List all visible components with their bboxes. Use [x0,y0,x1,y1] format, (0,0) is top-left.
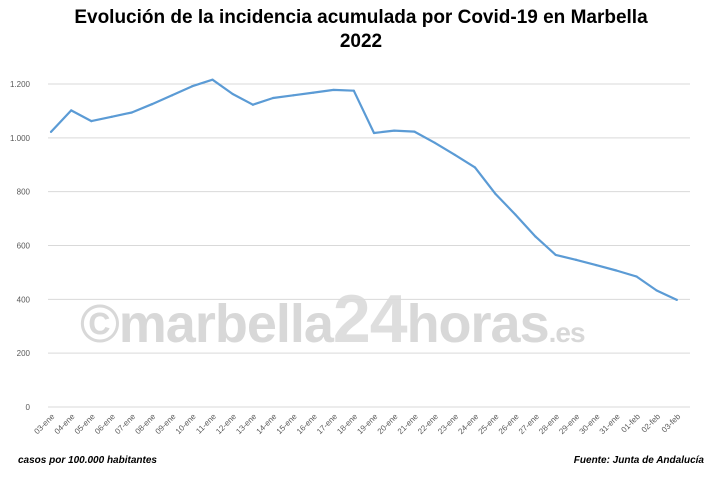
watermark-number: 24 [332,281,408,357]
data-point [675,298,678,301]
watermark-copyright: © [80,294,120,354]
watermark-brand: marbella [118,294,334,354]
x-tick-label: 30-ene [578,412,602,436]
y-tick-label: 200 [17,349,31,358]
x-tick-label: 08-ene [133,412,157,436]
x-tick-label: 14-ene [255,412,279,436]
data-point [332,88,335,92]
x-tick-label: 25-ene [477,412,501,436]
x-tick-label: 03-feb [660,412,683,435]
data-point [655,289,658,292]
x-tick-label: 31-ene [598,412,622,436]
data-point [171,94,174,97]
watermark-tld: .es [548,317,586,348]
chart-title-line2: 2022 [339,31,383,52]
x-tick-label: 10-ene [174,412,198,436]
data-point [130,111,133,114]
x-tick-label: 01-feb [619,412,642,435]
data-point [433,141,436,144]
x-tick-label: 07-ene [113,412,137,436]
y-unit-note: casos por 100.000 habitantes [18,455,157,466]
x-tick-label: 20-ene [376,412,400,436]
x-tick-label: 28-ene [537,412,561,436]
x-tick-label: 27-ene [517,412,541,436]
watermark-suffix: horas [406,294,550,354]
data-point [494,192,497,195]
data-point [70,109,73,112]
x-tick-label: 29-ene [557,412,581,436]
x-tick-label: 06-ene [93,412,117,436]
data-point [150,103,154,106]
x-tick-label: 05-ene [73,412,97,436]
data-point [635,275,638,278]
data-point [312,91,315,94]
data-point [292,94,295,97]
x-tick-label: 26-ene [497,412,521,436]
x-tick-label: 16-ene [295,412,319,436]
x-tick-label: 15-ene [275,412,299,436]
x-tick-label: 22-ene [416,412,440,436]
watermark-logo: ©marbella24horas.es [80,280,586,358]
y-tick-label: 400 [17,295,31,304]
data-point [251,103,254,106]
data-point [352,89,355,92]
source-note: Fuente: Junta de Andalucía [573,455,704,466]
data-point [574,258,578,261]
y-tick-label: 800 [17,188,31,197]
x-tick-label: 18-ene [335,412,359,436]
data-point [49,130,53,134]
data-point [453,153,456,156]
series-line [50,78,678,301]
chart-title-line1: Evolución de la incidencia acumulada por… [74,7,648,28]
x-tick-label: 09-ene [154,412,178,436]
data-point [594,264,598,267]
data-point [514,213,517,216]
x-tick-label: 03-ene [32,412,56,436]
data-point [534,235,537,238]
data-point [372,131,376,135]
x-tick-label: 24-ene [456,412,480,436]
data-point [191,85,194,88]
data-point [615,269,618,272]
x-tick-label: 13-ene [234,412,258,436]
x-tick-label: 17-ene [315,412,339,436]
data-point [110,115,113,118]
data-point [271,96,275,100]
x-tick-label: 19-ene [355,412,379,436]
y-tick-label: 1.000 [10,134,31,143]
x-tick-label: 04-ene [53,412,77,436]
x-tick-label: 21-ene [396,412,420,436]
x-tick-label: 02-feb [640,412,663,435]
y-tick-label: 0 [26,403,31,412]
y-tick-label: 600 [17,242,31,251]
x-tick-label: 11-ene [194,412,218,436]
data-point [211,78,214,81]
y-tick-label: 1.200 [10,80,31,89]
x-tick-label: 23-ene [436,412,460,436]
data-point [554,253,557,257]
data-point [393,129,396,132]
data-point [413,130,416,133]
data-point [231,92,234,96]
data-point [90,120,93,123]
chart-title: Evolución de la incidencia acumulada por… [0,6,722,54]
data-point [473,166,477,169]
x-tick-label: 12-ene [214,412,238,436]
